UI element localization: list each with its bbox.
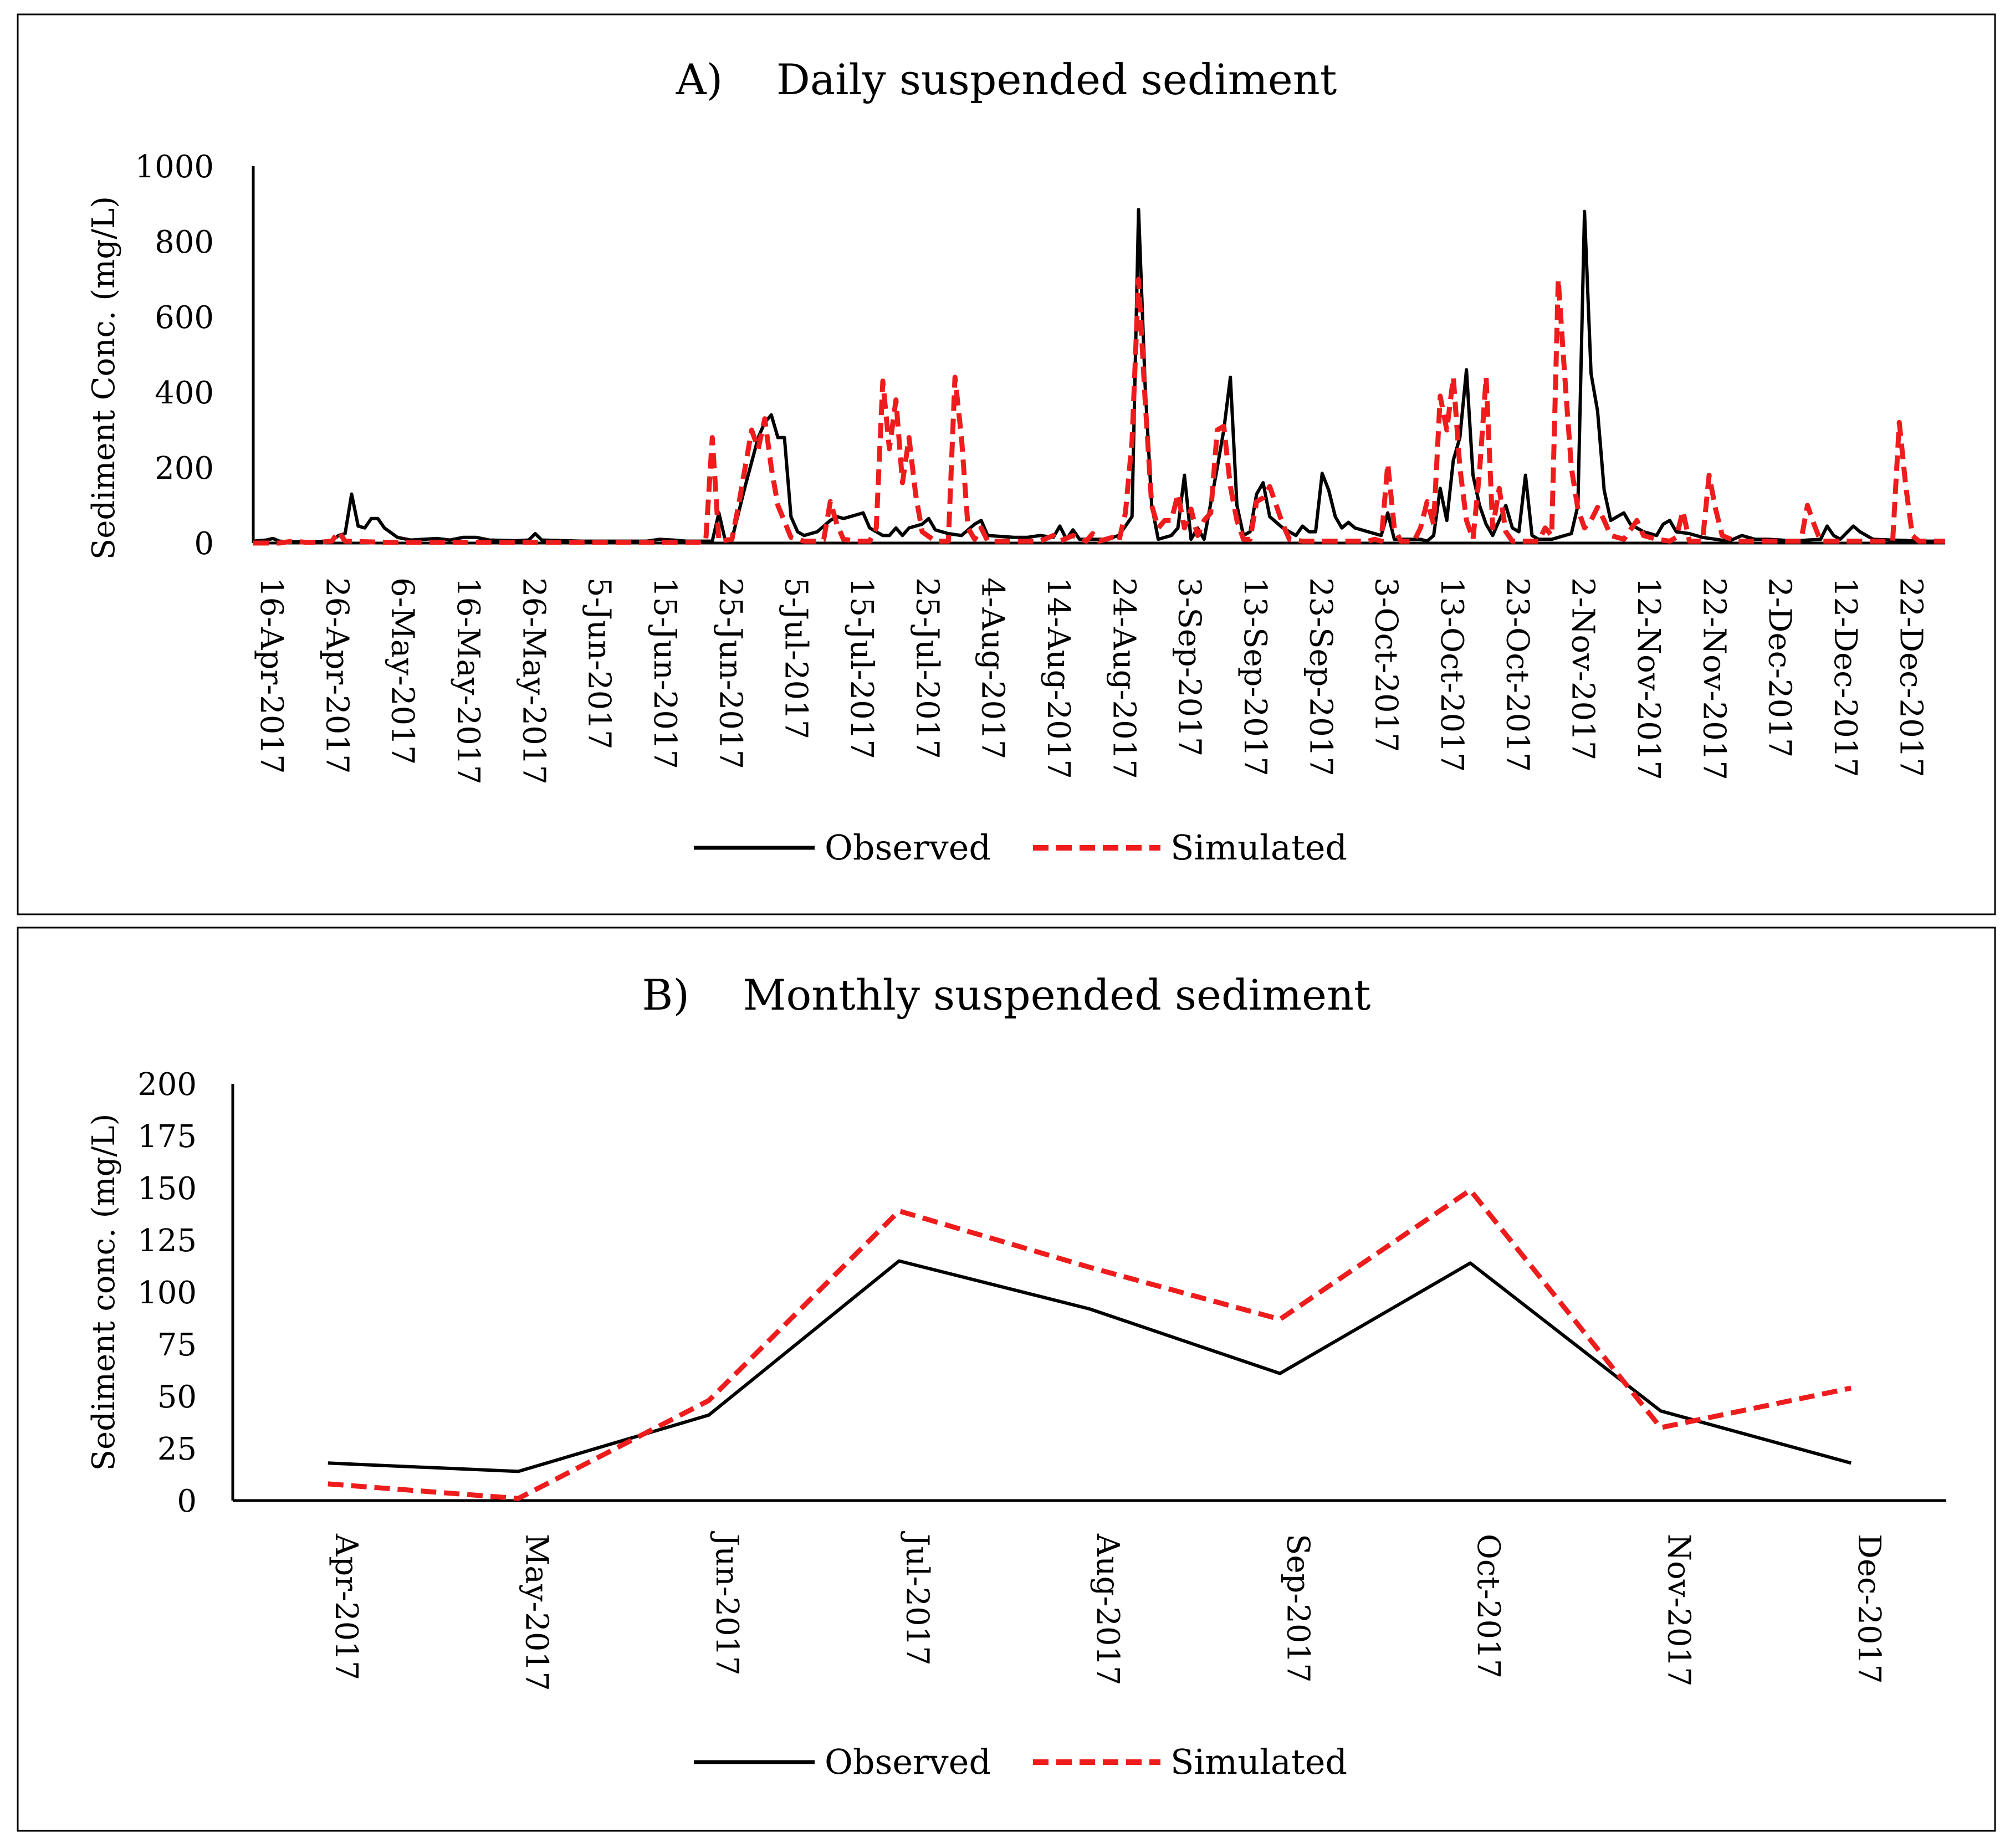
panel-b-legend-simulated-label: Simulated [1170, 1742, 1347, 1782]
x-tick-label: 26-May-2017 [515, 577, 551, 785]
panel-a-legend-observed-label: Observed [825, 827, 991, 868]
y-tick-label: 100 [137, 1275, 197, 1311]
panel-a-y-ticks: 0 200 400 600 800 1000 [135, 149, 214, 562]
y-tick-label: 150 [137, 1171, 197, 1207]
x-tick-label: 26-Apr-2017 [319, 577, 355, 774]
x-tick-label: 25-Jun-2017 [712, 577, 748, 769]
panel-a-simulated-series [253, 277, 1945, 546]
panel-b-observed-series [328, 1259, 1852, 1473]
x-tick-label: Jul-2017 [899, 1531, 935, 1666]
x-tick-label: 5-Jun-2017 [581, 577, 617, 750]
x-tick-label: 4-Aug-2017 [975, 577, 1011, 759]
panel-b-y-ticks: 0 25 50 75 100 125 150 175 200 [137, 1067, 197, 1519]
panel-a-frame [17, 13, 1996, 915]
y-tick-label: 175 [137, 1119, 197, 1155]
panel-a-y-axis-label: Sediment Conc. (mg/L) [86, 196, 122, 560]
panel-a: A) Daily suspended sediment Sediment Con… [17, 13, 1996, 915]
y-tick-label: 75 [157, 1327, 197, 1363]
y-tick-label: 125 [137, 1223, 197, 1259]
y-tick-label: 50 [157, 1379, 197, 1415]
panel-a-x-ticks: 16-Apr-2017 26-Apr-2017 6-May-2017 16-May-2… [253, 577, 1929, 785]
panel-b: B) Monthly suspended sediment Sediment c… [17, 926, 1996, 1832]
x-tick-label: 6-May-2017 [385, 577, 421, 765]
x-tick-label: 22-Nov-2017 [1696, 577, 1732, 780]
y-tick-label: 25 [157, 1431, 197, 1467]
x-tick-label: 14-Aug-2017 [1040, 577, 1076, 779]
x-tick-label: Nov-2017 [1661, 1534, 1697, 1687]
panel-b-frame [17, 926, 1996, 1832]
y-tick-label: 800 [155, 224, 214, 260]
x-tick-label: 2-Nov-2017 [1565, 577, 1601, 760]
x-tick-label: Jun-2017 [709, 1531, 745, 1676]
x-tick-label: Apr-2017 [328, 1533, 364, 1681]
x-tick-label: 3-Oct-2017 [1368, 577, 1404, 752]
x-tick-label: 22-Dec-2017 [1893, 577, 1929, 777]
panel-b-y-axis-label: Sediment conc. (mg/L) [86, 1114, 122, 1471]
x-tick-label: 2-Dec-2017 [1762, 577, 1798, 757]
x-tick-label: 23-Oct-2017 [1499, 577, 1535, 772]
panel-a-legend-simulated-label: Simulated [1170, 827, 1347, 868]
x-tick-label: 24-Aug-2017 [1106, 577, 1142, 779]
x-tick-label: 12-Nov-2017 [1630, 577, 1666, 780]
panel-b-x-ticks: Apr-2017 May-2017 Jun-2017 Jul-2017 Aug-2017… [328, 1531, 1887, 1691]
x-tick-label: 12-Dec-2017 [1827, 577, 1863, 777]
x-tick-label: 13-Sep-2017 [1237, 577, 1273, 776]
y-tick-label: 1000 [135, 149, 214, 185]
panel-b-legend-observed-label: Observed [825, 1742, 991, 1782]
y-tick-label: 600 [155, 300, 214, 336]
y-tick-label: 200 [137, 1067, 197, 1103]
x-tick-label: Aug-2017 [1090, 1533, 1126, 1686]
x-tick-label: 16-Apr-2017 [253, 577, 289, 774]
x-tick-label: 5-Jul-2017 [778, 577, 814, 739]
x-tick-label: 23-Sep-2017 [1302, 577, 1338, 776]
panel-b-title: B) Monthly suspended sediment [642, 970, 1371, 1020]
x-tick-label: 25-Jul-2017 [909, 577, 945, 759]
y-tick-label: 0 [177, 1483, 197, 1519]
x-tick-label: May-2017 [518, 1534, 554, 1691]
panel-b-legend: Observed Simulated [694, 1742, 1347, 1782]
x-tick-label: Dec-2017 [1851, 1534, 1887, 1684]
x-tick-label: Oct-2017 [1470, 1534, 1506, 1678]
panel-b-simulated-series [328, 1187, 1852, 1501]
panel-a-legend: Observed Simulated [694, 827, 1347, 868]
y-tick-label: 200 [155, 451, 214, 487]
panel-a-title: A) Daily suspended sediment [676, 55, 1337, 104]
y-tick-label: 400 [155, 375, 214, 411]
x-tick-label: Sep-2017 [1280, 1534, 1316, 1683]
y-tick-label: 0 [194, 526, 214, 562]
x-tick-label: 13-Oct-2017 [1434, 577, 1470, 772]
x-tick-label: 15-Jul-2017 [843, 577, 879, 759]
x-tick-label: 3-Sep-2017 [1172, 577, 1208, 756]
x-tick-label: 16-May-2017 [450, 577, 486, 785]
x-tick-label: 15-Jun-2017 [647, 577, 683, 769]
